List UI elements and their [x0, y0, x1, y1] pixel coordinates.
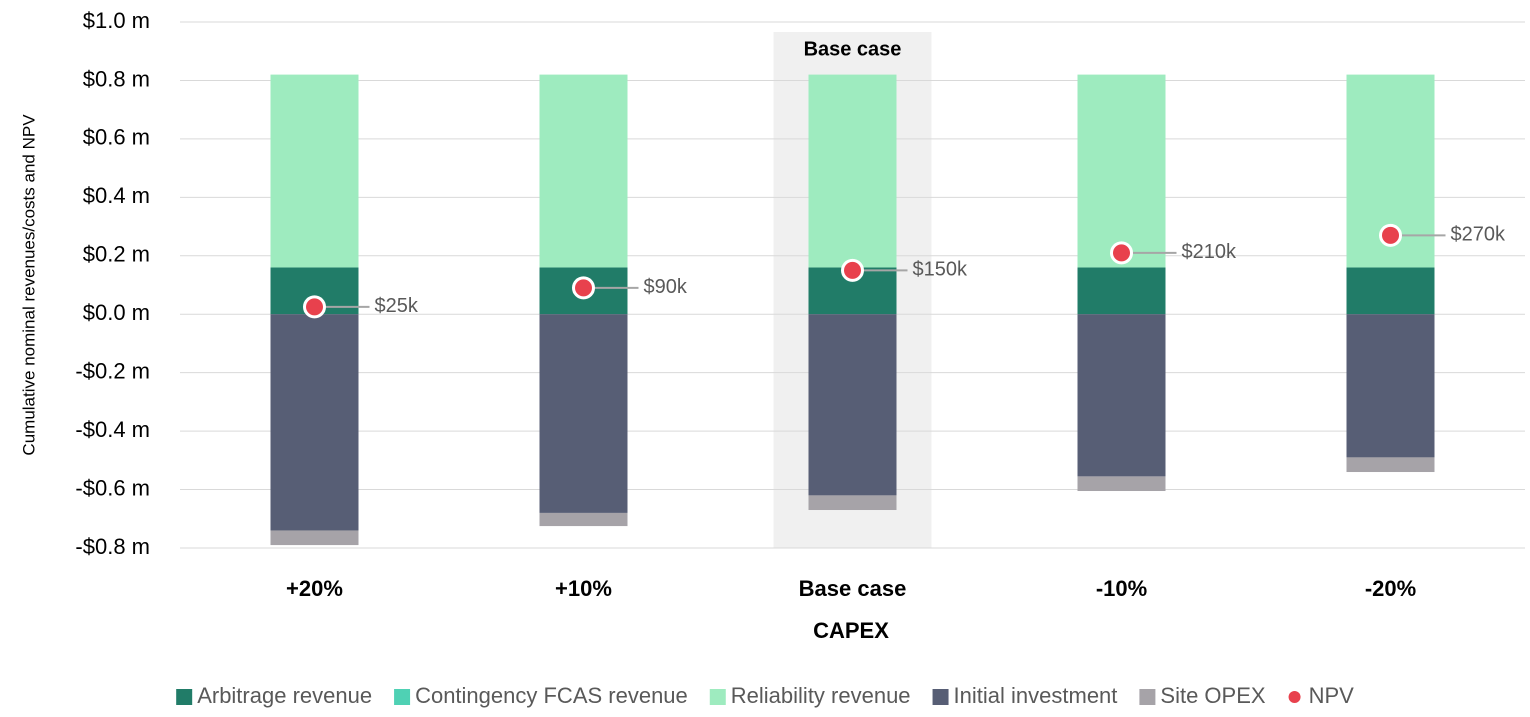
- legend: Arbitrage revenue Contingency FCAS revenu…: [176, 683, 1354, 708]
- bar-segment: [1346, 457, 1435, 473]
- legend-marker: [709, 689, 726, 705]
- npv-label: $150k: [913, 259, 968, 281]
- npv-label: $210k: [1182, 241, 1237, 263]
- x-tick-label: -10%: [1096, 576, 1147, 601]
- legend-marker: [1288, 691, 1301, 703]
- legend-marker: [176, 689, 193, 705]
- bar-segment: [1077, 74, 1166, 268]
- x-tick-label: Base case: [799, 576, 907, 601]
- legend-label: Initial investment: [954, 683, 1118, 708]
- y-tick-label: $0.0 m: [83, 300, 150, 325]
- y-tick-label: $0.6 m: [83, 125, 150, 150]
- npv-point: [572, 276, 595, 300]
- npv-point: [1110, 241, 1133, 265]
- legend-label: Site OPEX: [1160, 683, 1265, 708]
- bar-segment: [1077, 267, 1166, 315]
- bar-segment: [1077, 314, 1166, 477]
- bar-segment: [270, 314, 359, 531]
- y-tick-label: $0.4 m: [83, 183, 150, 208]
- y-axis-label: Cumulative nominal revenues/costs and NP…: [19, 114, 38, 456]
- npv-point: [303, 295, 326, 319]
- bar-segment: [270, 74, 359, 268]
- x-tick-label: +10%: [555, 576, 612, 601]
- legend-marker: [394, 689, 411, 705]
- x-tick-label: +20%: [286, 576, 343, 601]
- npv-point: [1379, 223, 1402, 247]
- legend-label: NPV: [1309, 683, 1355, 708]
- y-tick-label: -$0.6 m: [75, 475, 150, 500]
- bar-segment: [1077, 476, 1166, 492]
- y-tick-label: -$0.8 m: [75, 534, 150, 559]
- legend-label: Reliability revenue: [731, 683, 911, 708]
- bar-segment: [539, 512, 628, 527]
- y-tick-label: -$0.2 m: [75, 358, 150, 383]
- legend-label: Contingency FCAS revenue: [415, 683, 688, 708]
- bar-segment: [1346, 267, 1435, 315]
- legend-marker: [1139, 689, 1156, 705]
- npv-point: [841, 258, 864, 282]
- legend-label: Arbitrage revenue: [197, 683, 372, 708]
- y-tick-label: $0.8 m: [83, 66, 150, 91]
- npv-label: $25k: [375, 295, 419, 317]
- y-tick-label: $0.2 m: [83, 242, 150, 267]
- bar-segment: [270, 530, 359, 546]
- bar-segment: [539, 314, 628, 513]
- y-tick-label: $1.0 m: [83, 8, 150, 33]
- x-axis-label: CAPEX: [813, 618, 889, 643]
- bar-segment: [539, 74, 628, 268]
- bar-segment: [808, 314, 897, 496]
- x-tick-label: -20%: [1365, 576, 1416, 601]
- npv-label: $90k: [644, 276, 688, 298]
- npv-label: $270k: [1451, 224, 1506, 246]
- y-tick-label: -$0.4 m: [75, 417, 150, 442]
- bar-segment: [1346, 314, 1435, 458]
- highlight-label: Base case: [804, 38, 902, 60]
- legend-marker: [932, 689, 949, 705]
- bar-segment: [808, 74, 897, 268]
- bar-segment: [808, 495, 897, 511]
